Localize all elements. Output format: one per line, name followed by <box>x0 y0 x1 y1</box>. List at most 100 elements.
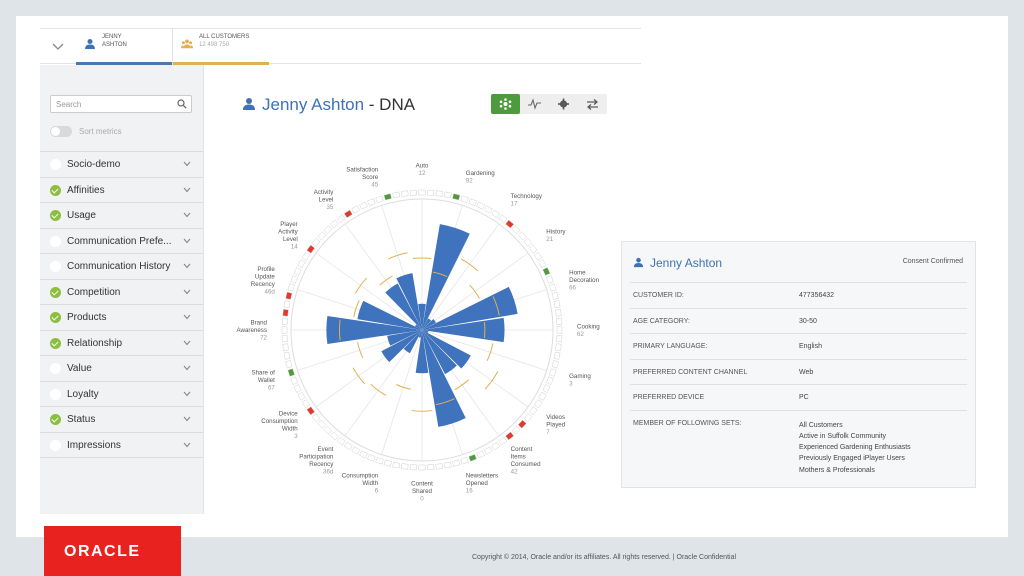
check-circle-icon[interactable] <box>50 286 61 298</box>
sidebar-item-status[interactable]: Status <box>40 407 203 433</box>
empty-circle-icon[interactable] <box>50 159 61 170</box>
search-icon[interactable] <box>177 99 187 109</box>
dna-view-button[interactable] <box>491 94 520 114</box>
ring-segment <box>523 413 533 423</box>
ring-segment <box>375 195 384 203</box>
check-circle-icon[interactable] <box>50 414 61 425</box>
attribute-key: PRIMARY LANGUAGE: <box>633 343 708 350</box>
sets-list: All Customers Active in Suffolk Community… <box>799 420 911 476</box>
ring-segment <box>549 368 557 377</box>
ring-segment <box>427 189 435 196</box>
ring-segment <box>491 441 501 451</box>
ring-segment <box>542 267 551 276</box>
sidebar-item-relationship[interactable]: Relationship <box>40 331 203 356</box>
empty-circle-icon[interactable] <box>50 439 61 451</box>
sidebar-item-affinities[interactable]: Affinities <box>40 178 203 203</box>
threshold-arc <box>352 367 366 385</box>
chevron-down-icon[interactable] <box>183 440 191 450</box>
sidebar-item-communication-history[interactable]: Communication History <box>40 254 203 280</box>
chevron-down-icon[interactable] <box>183 287 191 297</box>
check-circle-icon[interactable] <box>50 337 61 349</box>
empty-circle-icon[interactable] <box>50 235 61 247</box>
ring-segment <box>306 244 316 254</box>
ring-segment <box>311 413 321 423</box>
ring-segment <box>329 219 339 229</box>
sidebar-item-usage[interactable]: Usage <box>40 203 203 229</box>
chevron-down-icon[interactable] <box>183 159 191 169</box>
sidebar-item-products[interactable]: Products <box>40 305 203 331</box>
metric-value: 6 <box>375 488 379 495</box>
ring-segment <box>383 459 392 467</box>
tab-jenny-ashton[interactable]: JENNY ASHTON <box>76 29 172 65</box>
empty-circle-icon[interactable] <box>50 388 61 400</box>
sidebar-item-socio-demo[interactable]: Socio-demo <box>40 152 203 178</box>
activity-view-button[interactable] <box>520 94 549 114</box>
attribute-value: Web <box>799 368 814 376</box>
threshold-arc <box>388 252 408 260</box>
check-circle-icon[interactable] <box>50 312 61 323</box>
threshold-arc <box>432 271 448 278</box>
chevron-down-icon[interactable] <box>183 185 191 195</box>
metric-value: 92 <box>466 178 473 185</box>
metric-value: 72 <box>260 335 267 342</box>
ring-segment <box>336 436 346 446</box>
settings-button[interactable] <box>549 94 578 114</box>
sidebar-item-competition[interactable]: Competition <box>40 280 203 305</box>
chevron-down-icon[interactable] <box>183 338 191 348</box>
chevron-down-icon[interactable] <box>183 261 191 271</box>
sort-metrics-toggle[interactable] <box>50 126 72 137</box>
sidebar-item-label: Status <box>67 414 96 425</box>
ring-segment <box>468 453 477 462</box>
chevron-down-icon[interactable] <box>183 414 191 424</box>
sidebar-item-label: Products <box>67 312 107 323</box>
chart-bar <box>385 283 422 330</box>
ring-segment <box>476 201 485 210</box>
ring-segment <box>375 457 384 465</box>
sidebar-item-loyalty[interactable]: Loyalty <box>40 382 203 407</box>
metric-value: 0 <box>420 496 424 503</box>
ring-segment <box>283 300 291 309</box>
search-input[interactable]: Search <box>50 95 192 113</box>
tab-all-customers[interactable]: ALL CUSTOMERS 12 498 750 <box>173 29 269 65</box>
sidebar-item-value[interactable]: Value <box>40 356 203 382</box>
ring-segment <box>533 399 543 409</box>
ring-segment <box>556 326 563 334</box>
ring-segment <box>435 190 444 197</box>
chevron-down-icon[interactable] <box>183 389 191 399</box>
check-circle-icon[interactable] <box>50 210 61 221</box>
collapse-chevron-icon[interactable] <box>50 39 66 55</box>
threshold-arc <box>454 379 470 391</box>
ring-segment <box>359 450 368 459</box>
metric-value: 35 <box>326 204 333 211</box>
metric-label: Content Items Consumed <box>511 446 541 468</box>
sidebar-item-communication-prefe[interactable]: Communication Prefe... <box>40 229 203 254</box>
threshold-arc <box>469 284 480 299</box>
metric-value: 21 <box>546 236 553 243</box>
metric-value: 3 <box>569 381 573 388</box>
empty-circle-icon[interactable] <box>50 363 61 374</box>
chevron-down-icon[interactable] <box>183 363 191 373</box>
ring-segment <box>556 335 563 343</box>
chart-bar <box>415 330 429 374</box>
attribute-row: CUSTOMER ID: 477356432 <box>630 282 967 308</box>
empty-circle-icon[interactable] <box>50 261 61 272</box>
ring-segment <box>383 193 392 201</box>
compare-button[interactable] <box>578 94 607 114</box>
ring-segment <box>282 343 289 352</box>
chevron-down-icon[interactable] <box>183 210 191 220</box>
chevron-down-icon[interactable] <box>183 312 191 322</box>
sidebar-item-label: Communication Prefe... <box>67 235 172 247</box>
ring-segment <box>528 406 538 416</box>
metric-value: 12 <box>419 170 426 177</box>
ring-segment <box>468 198 477 207</box>
person-icon <box>243 98 255 110</box>
threshold-arc <box>486 343 494 361</box>
check-circle-icon[interactable] <box>50 184 61 196</box>
metric-label: Event Participation Recency <box>299 446 334 468</box>
person-icon <box>633 257 644 268</box>
sidebar-item-impressions[interactable]: Impressions <box>40 433 203 458</box>
ring-segment <box>418 189 426 196</box>
chevron-down-icon[interactable] <box>183 236 191 246</box>
metric-label: Gaming <box>569 373 591 380</box>
sidebar-item-label: Relationship <box>67 337 123 349</box>
